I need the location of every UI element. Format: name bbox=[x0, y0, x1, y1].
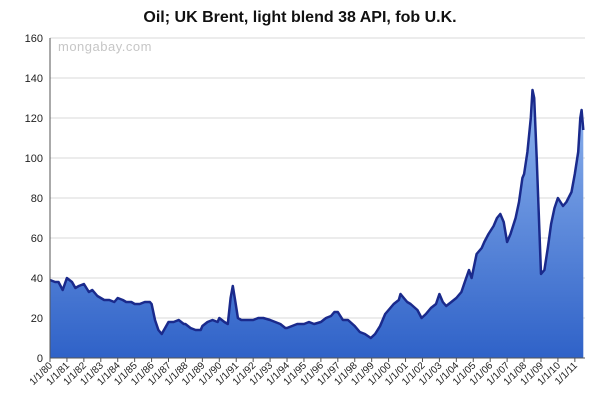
axes bbox=[49, 38, 585, 359]
y-tick-label: 40 bbox=[31, 273, 43, 285]
y-tick-label: 0 bbox=[37, 353, 43, 365]
y-tick-label: 80 bbox=[31, 193, 43, 205]
y-tick-label: 120 bbox=[25, 113, 43, 125]
y-tick-label: 140 bbox=[25, 73, 43, 85]
y-tick-label: 20 bbox=[31, 313, 43, 325]
data-area bbox=[49, 88, 585, 358]
price-area-fill bbox=[50, 90, 584, 358]
price-line bbox=[49, 88, 585, 340]
watermark: mongabay.com bbox=[58, 39, 152, 54]
chart-title: Oil; UK Brent, light blend 38 API, fob U… bbox=[143, 9, 457, 26]
y-tick-label: 100 bbox=[25, 153, 43, 165]
y-tick-label: 60 bbox=[31, 233, 43, 245]
y-tick-label: 160 bbox=[25, 33, 43, 45]
x-tick-labels: 1/1/801/1/811/1/821/1/831/1/841/1/851/1/… bbox=[28, 358, 580, 388]
y-tick-labels: 0 20 40 60 80 100 120 140 160 bbox=[25, 33, 43, 365]
